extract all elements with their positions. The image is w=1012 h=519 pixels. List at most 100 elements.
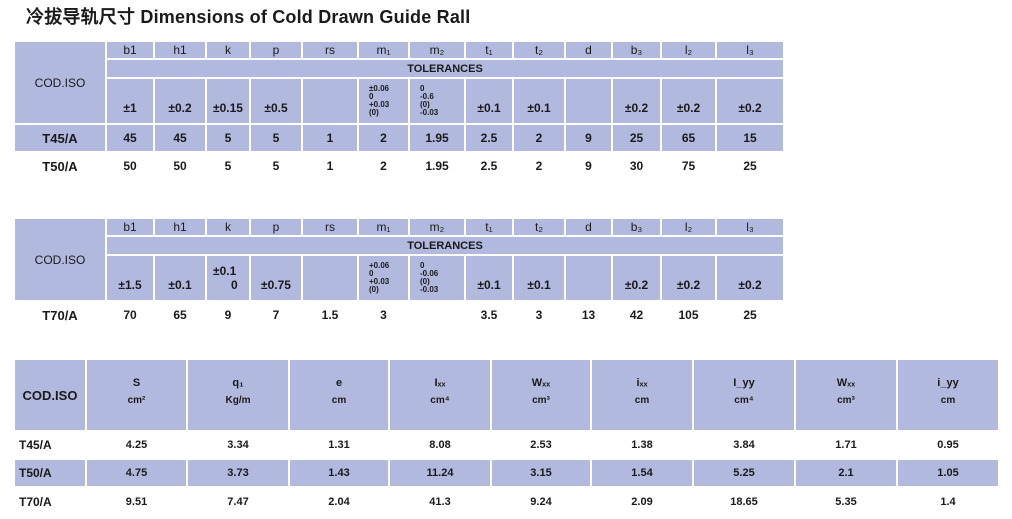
value-cell: 2.5 [480,159,498,173]
tolerance-line: (0) [420,100,430,109]
value-cell: 1.4 [940,496,956,508]
tolerance-line: (0) [369,108,379,117]
tolerance-line: -0.03 [420,285,439,294]
column-header: l₃ [717,42,783,58]
value-cell: 1.38 [631,439,653,451]
table-row: T50/A 4.75 3.73 1.43 11.24 3.15 1.54 5.25 2.1 1.0… [15,460,998,486]
column-header: t₂ [514,219,564,235]
symbol: q₁ [232,377,244,389]
tolerance-cell: ±0.2 [613,256,660,300]
value-cell: 9.51 [125,496,148,508]
tolerance-cell: ±0.1 [155,256,205,300]
tolerance-cell: ±0.2 [717,79,783,123]
value-cell: 1.54 [592,460,692,486]
value-cell: 2.09 [631,496,653,508]
value-cell: 9 [224,308,232,322]
column-header: h1 [155,42,205,58]
tolerance-cell: 0 -0.6 (0) -0.03 [410,79,464,123]
page-title: 冷拔导轨尺寸 Dimensions of Cold Drawn Guide Ra… [26,7,471,27]
cod-iso-header: COD.ISO [15,42,105,123]
unit: cm⁴ [734,395,754,406]
value-cell: 105 [678,308,699,322]
column-header: rs [303,42,357,58]
value-cell: 1.71 [835,439,857,451]
unit: cm [634,395,650,406]
unit: cm⁴ [430,395,450,406]
value-cell: 1.5 [321,308,339,322]
tolerance-cell: ±0.15 [207,79,249,123]
value-cell: 2 [535,159,543,173]
column-header: b1 [107,42,153,58]
symbol: S [132,377,141,389]
value-cell: 8.08 [429,439,451,451]
value-cell: 2 [380,159,387,173]
tolerance-cell: 0 -0.06 (0) -0.03 [410,256,464,300]
value-cell: 1 [303,125,357,151]
value-cell: 2 [359,125,408,151]
tolerance-cell: ±0.5 [251,79,301,123]
column-header: l₃ [717,219,783,235]
tolerance-cell: ±0.2 [613,79,660,123]
tolerance-cell: ±0.2 [662,256,715,300]
column-header: iₓₓ cm [592,360,692,430]
tolerance-cell [566,79,611,123]
unit: cm³ [532,395,550,406]
dimensions-table-1: COD.ISO b1 h1 k p rs m₁ m₂ t₁ t₂ d b₃ l₂ l₃ TOLERANCES… [13,40,785,181]
column-header: t₁ [466,219,512,235]
column-header: l₂ [662,219,715,235]
value-cell [410,302,464,328]
tolerance-cell: ±0.1 0 [207,256,249,300]
tolerance-line: 0 [420,84,425,93]
column-header: p [251,219,301,235]
value-cell: 5 [272,159,280,173]
tolerance-line: 0 [420,261,425,270]
tolerance-line: ±0.06 [369,84,389,93]
row-code: T45/A [19,438,52,452]
value-cell: 25 [743,159,757,173]
tolerance-line: 0 [231,278,238,292]
tolerances-header: TOLERANCES [107,60,783,77]
symbol: Wₓₓ [836,377,856,389]
value-cell: 50 [123,159,137,173]
row-code: T70/A [42,307,78,323]
column-header: k [207,219,249,235]
tolerance-cell: ±0.1 [466,79,512,123]
value-cell: 2.1 [796,460,896,486]
column-header: k [207,42,249,58]
value-cell: 3.5 [480,308,498,322]
unit: Kg/m [225,395,251,406]
column-header: b₃ [613,219,660,235]
table-row: T45/A 45 45 5 5 1 2 1.95 2.5 2 9 25 65 15 [15,125,783,151]
value-cell: 5 [224,159,232,173]
value-cell: 50 [173,159,187,173]
value-cell: 70 [123,308,137,322]
dimensions-table-2: COD.ISO b1 h1 k p rs m₁ m₂ t₁ t₂ d b₃ l₂ l₃ TOLERANCES… [13,217,785,330]
value-cell: 65 [662,125,715,151]
column-header: d [566,42,611,58]
symbol: Wₓₓ [531,377,551,389]
column-header: Wₓₓ cm³ [796,360,896,430]
row-code: T50/A [42,158,78,174]
value-cell: 5.25 [694,460,794,486]
value-cell: 3.84 [733,439,755,451]
symbol: e [335,377,343,389]
column-header: h1 [155,219,205,235]
column-header: b₃ [613,42,660,58]
column-header: q₁ Kg/m [188,360,288,430]
value-cell: 42 [629,308,644,322]
symbol: i_yy [937,377,959,389]
column-header: m₂ [410,42,464,58]
value-cell: 9.24 [530,496,552,508]
tolerance-cell: ±0.2 [717,256,783,300]
value-cell: 3.15 [492,460,590,486]
tolerance-cell [303,256,357,300]
column-header: e cm [290,360,388,430]
tolerance-line: 0 [369,269,374,278]
value-cell: 5.35 [835,496,857,508]
cod-iso-header: COD.ISO [15,219,105,300]
table-row: T70/A 9.51 7.47 2.04 41.3 9.24 2.09 18.65 5.35 1.… [15,488,998,516]
value-cell: 45 [107,125,153,151]
tolerance-cell: ±1.5 [107,256,153,300]
